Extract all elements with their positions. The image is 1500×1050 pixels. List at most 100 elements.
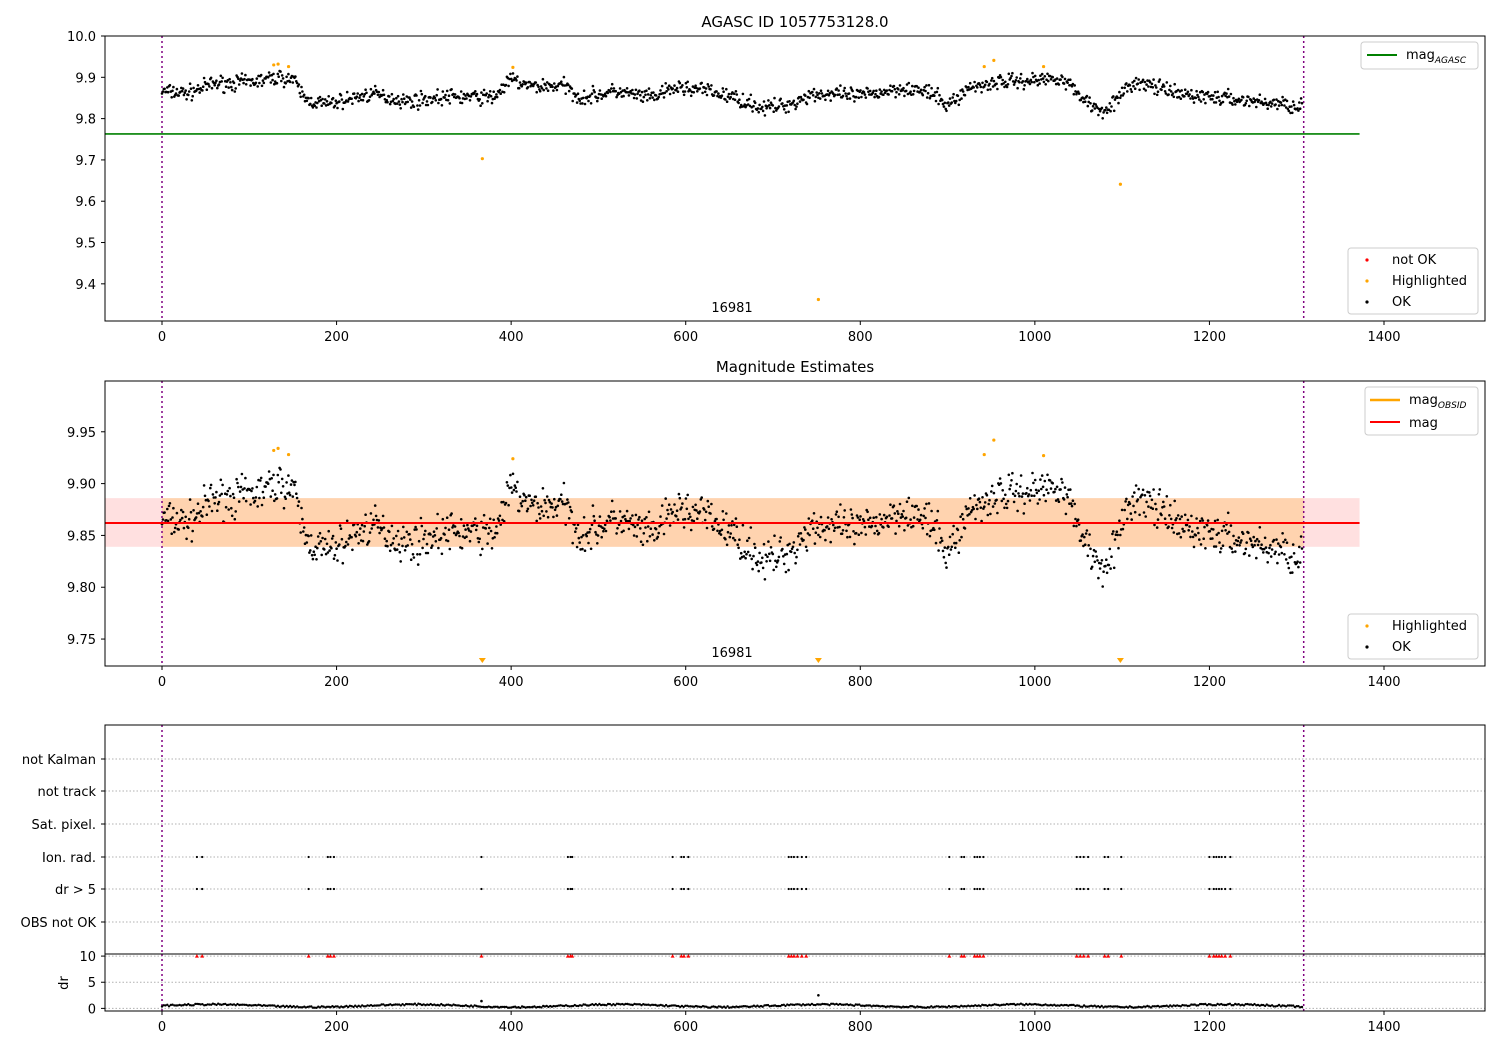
ok-point — [1070, 85, 1074, 88]
dr-point — [417, 1002, 420, 1005]
ok-point — [334, 541, 338, 544]
ok-point — [1167, 525, 1170, 528]
ok-point — [424, 551, 428, 555]
ok-point — [1036, 502, 1040, 505]
dr-point — [612, 1003, 615, 1006]
dr-point — [608, 1002, 612, 1006]
ok-point — [1108, 102, 1112, 105]
ok-point — [851, 516, 854, 520]
ok-point — [221, 76, 224, 80]
ok-point — [610, 510, 613, 513]
ok-point — [1027, 80, 1031, 83]
ok-point — [812, 512, 816, 515]
ok-point — [255, 485, 259, 489]
ok-point — [518, 81, 522, 84]
ok-point — [1183, 88, 1187, 91]
x-tick-label: 1400 — [1367, 330, 1400, 345]
dr-point — [784, 1004, 787, 1008]
ok-point — [587, 99, 590, 103]
ok-point — [1120, 86, 1124, 90]
ok-point — [942, 105, 946, 108]
ok-point — [587, 541, 590, 545]
ok-point — [542, 88, 545, 92]
ok-point — [574, 93, 578, 97]
ok-point — [738, 98, 741, 101]
ok-point — [1033, 494, 1036, 498]
ok-point — [870, 524, 874, 528]
flag-row-label: dr > 5 — [55, 883, 96, 898]
ok-point — [610, 82, 614, 86]
ok-point — [272, 473, 275, 477]
ok-point — [1169, 84, 1172, 88]
dr-point — [359, 1005, 362, 1008]
ok-point — [457, 531, 460, 535]
dr-point — [998, 1004, 1001, 1007]
ok-point — [302, 530, 305, 533]
ok-point — [468, 539, 472, 543]
ok-point — [659, 515, 662, 518]
dr-point — [234, 1004, 237, 1007]
ok-point — [424, 103, 428, 107]
ok-point — [1178, 517, 1182, 521]
ok-point — [1048, 479, 1052, 482]
ok-point — [835, 87, 839, 90]
ok-point — [339, 527, 343, 530]
dr-point — [861, 1004, 864, 1007]
ok-point — [672, 91, 675, 95]
ok-point — [243, 77, 246, 81]
ok-point — [989, 88, 992, 91]
ok-point — [316, 97, 320, 100]
ok-point — [651, 96, 654, 99]
flag-point — [787, 855, 790, 859]
ok-point — [960, 97, 963, 100]
dr-point — [905, 1005, 908, 1009]
ok-point — [571, 541, 574, 545]
ok-point — [1129, 88, 1133, 91]
ok-point — [1143, 494, 1147, 497]
ok-point — [244, 499, 248, 503]
dr-point — [870, 1005, 873, 1008]
ok-point — [980, 91, 983, 94]
ok-point — [166, 519, 170, 523]
ok-point — [515, 490, 518, 493]
ok-point — [544, 83, 547, 87]
ok-point — [1287, 109, 1291, 113]
ok-point — [1272, 98, 1276, 102]
ok-point — [940, 539, 944, 542]
ok-point — [756, 107, 760, 110]
ok-point — [1125, 497, 1128, 501]
ok-point — [446, 98, 450, 102]
ok-point — [328, 549, 331, 552]
ok-point — [739, 551, 743, 555]
ok-point — [784, 111, 788, 114]
ok-point — [1073, 84, 1076, 87]
ok-point — [1197, 95, 1200, 99]
ok-point — [213, 502, 216, 505]
dr-point — [1183, 1004, 1186, 1007]
ok-point — [909, 90, 912, 93]
ok-point — [538, 517, 542, 520]
ok-point — [1155, 507, 1158, 511]
ok-point — [161, 90, 165, 93]
ok-point — [1068, 84, 1071, 87]
ok-point — [1208, 529, 1212, 533]
ok-point — [1168, 88, 1171, 92]
ok-point — [345, 90, 349, 94]
dr-point — [195, 1002, 199, 1006]
ok-point — [1198, 98, 1201, 101]
ok-point — [938, 527, 941, 530]
dr-point — [712, 1005, 715, 1008]
ok-point — [1144, 89, 1147, 92]
ok-point — [1140, 493, 1144, 497]
ok-point — [1019, 72, 1023, 76]
ok-point — [917, 508, 920, 511]
dr-point — [396, 1003, 399, 1006]
ok-point — [495, 525, 498, 528]
ok-point — [498, 514, 502, 518]
ok-point — [799, 532, 803, 535]
dr-point — [419, 1003, 422, 1006]
dr-point — [1209, 1003, 1212, 1006]
ok-point — [233, 517, 237, 521]
ok-point — [1227, 530, 1231, 534]
ok-point — [898, 84, 902, 87]
